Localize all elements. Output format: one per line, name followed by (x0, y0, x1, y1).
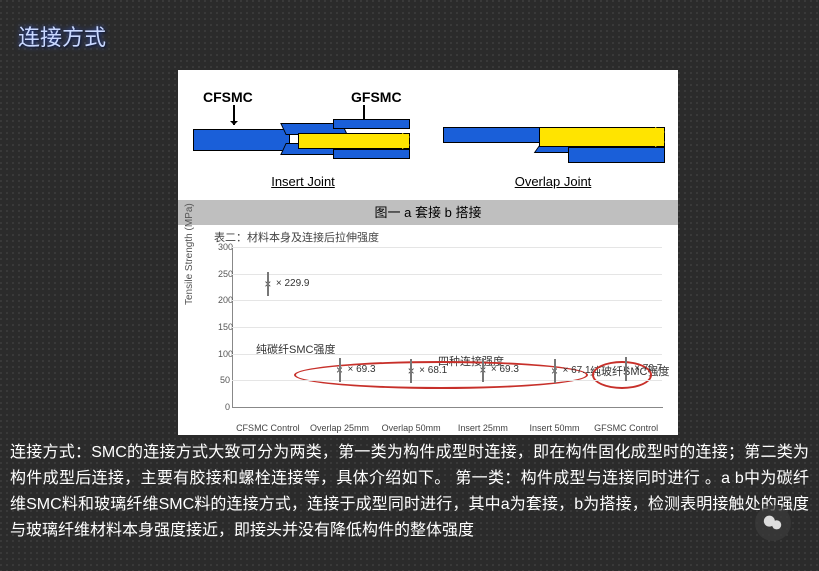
chart-ytick: 50 (218, 375, 230, 385)
chart-gridline (232, 274, 662, 275)
overlap-joint-diagram: Overlap Joint (443, 87, 663, 187)
figure-tensile-chart: 表二：材料本身及连接后拉伸强度 Tensile Strength (MPa) 纯… (178, 225, 678, 435)
chart-gridline (232, 327, 662, 328)
wechat-icon (755, 505, 791, 541)
figure1-caption: 图一 a 套接 b 搭接 (178, 200, 678, 225)
chart-value-label: × 68.1 (419, 365, 447, 376)
chart-gridline (232, 300, 662, 301)
cfsmc-shape (333, 149, 410, 159)
chart-xlabel: CFSMC Control (233, 423, 303, 433)
chart-xlabel: Insert 25mm (448, 423, 518, 433)
insert-joint-diagram: CFSMC GFSMC Insert Joint (193, 87, 413, 187)
body-text: 连接方式：SMC的连接方式大致可分为两类，第一类为构件成型时连接，即在构件固化成… (10, 440, 809, 544)
chart-xlabel: Insert 50mm (520, 423, 590, 433)
chart-ytick: 200 (218, 295, 230, 305)
chart-gridline (232, 247, 662, 248)
chart-value-label: × 67.1 (563, 365, 591, 376)
cfsmc-shape (443, 127, 545, 143)
chart-point (551, 367, 559, 375)
chart-xlabel: GFSMC Control (591, 423, 661, 433)
chart-point (264, 280, 272, 288)
chart-ytick: 150 (218, 322, 230, 332)
chart-ytick: 0 (218, 402, 230, 412)
chart-point (622, 365, 630, 373)
chart-ylabel: Tensile Strength (MPa) (184, 203, 195, 305)
label-gfsmc: GFSMC (351, 89, 402, 105)
gfsmc-shape (539, 127, 665, 147)
chart-xlabel: Overlap 25mm (305, 423, 375, 433)
chart-point (336, 366, 344, 374)
gfsmc-shape (298, 133, 410, 149)
chart-ytick: 300 (218, 242, 230, 252)
chart-ytick: 100 (218, 349, 230, 359)
slide-title: 连接方式 (18, 20, 106, 52)
label-cfsmc: CFSMC (203, 89, 253, 105)
cfsmc-shape (568, 147, 665, 163)
overlap-joint-label: Overlap Joint (443, 174, 663, 189)
chart-value-label: × 229.9 (276, 278, 310, 289)
cfsmc-shape (333, 119, 410, 129)
chart-xlabel: Overlap 50mm (376, 423, 446, 433)
chart-gridline (232, 380, 662, 381)
chart-gridline (232, 354, 662, 355)
insert-joint-label: Insert Joint (193, 174, 413, 189)
chart-value-label: × 69.3 (348, 364, 376, 375)
chart-point (407, 367, 415, 375)
chart-value-label: × 70.7 (634, 363, 662, 374)
chart-title: 表二：材料本身及连接后拉伸强度 (214, 229, 379, 245)
arrow-icon (233, 105, 235, 125)
chart-ytick: 250 (218, 269, 230, 279)
chart-point (479, 366, 487, 374)
chart-value-label: × 69.3 (491, 364, 519, 375)
cfsmc-shape (193, 129, 290, 151)
